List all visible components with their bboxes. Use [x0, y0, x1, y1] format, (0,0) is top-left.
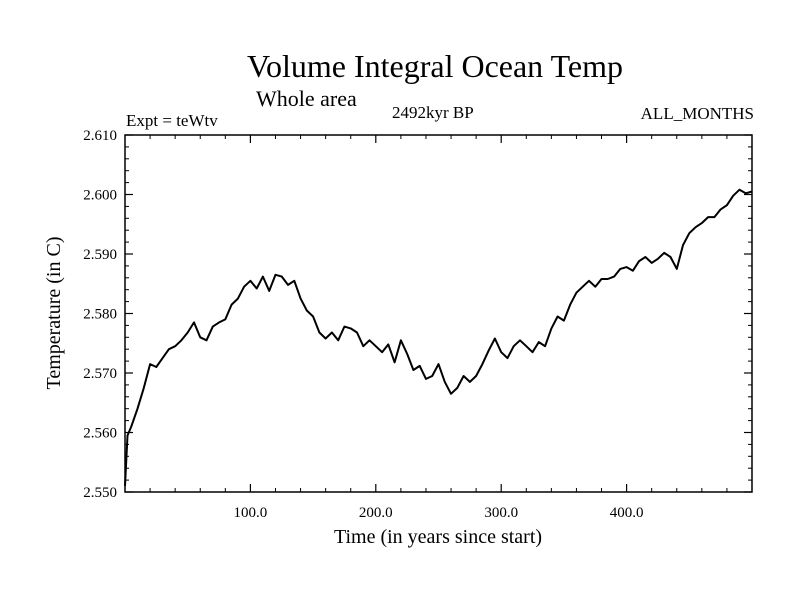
period-label: 2492kyr BP [392, 103, 474, 122]
x-axis: 100.0 200.0 300.0 400.0 [149, 135, 728, 521]
x-tick-label: 300.0 [484, 505, 518, 521]
x-axis-label: Time (in years since start) [334, 526, 542, 548]
x-tick-label: 100.0 [234, 505, 268, 521]
chart-subtitle: Whole area [256, 86, 357, 111]
y-tick-label: 2.610 [83, 128, 117, 144]
x-tick-label: 400.0 [610, 505, 644, 521]
y-axis-label: Temperature (in C) [43, 237, 65, 390]
y-tick-label: 2.600 [83, 188, 117, 204]
y-tick-label: 2.580 [83, 307, 117, 323]
x-tick-label: 200.0 [359, 505, 393, 521]
y-tick-label: 2.590 [83, 247, 117, 263]
series-line [124, 188, 753, 487]
y-tick-label: 2.550 [83, 485, 117, 501]
experiment-label: Expt = teWtv [126, 111, 218, 130]
months-label: ALL_MONTHS [640, 104, 754, 123]
plot-frame [124, 134, 753, 493]
y-tick-label: 2.560 [83, 426, 117, 442]
chart-title: Volume Integral Ocean Temp [246, 48, 623, 84]
y-tick-label: 2.570 [83, 366, 117, 382]
y-axis: 2.550 2.560 2.570 2.580 2.590 2.600 2.610 [83, 128, 752, 501]
